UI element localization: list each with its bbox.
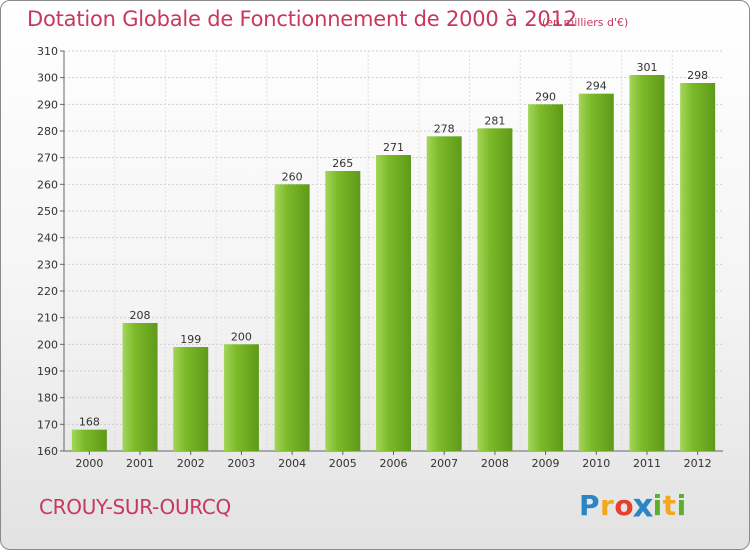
bar-value-label: 200: [231, 330, 252, 343]
logo-letter: o: [614, 489, 635, 522]
bar-2008: [477, 128, 513, 451]
bar-2007: [426, 136, 462, 452]
logo-letter: i: [676, 489, 687, 522]
y-tick-label: 250: [37, 205, 58, 218]
bar-value-label: 271: [383, 141, 404, 154]
x-tick-label: 2011: [633, 457, 661, 470]
bar-2005: [325, 171, 361, 451]
bar-value-label: 199: [180, 333, 201, 346]
bar-value-label: 265: [332, 157, 353, 170]
bar-value-label: 260: [282, 170, 303, 183]
bar-value-label: 301: [636, 61, 657, 74]
chart-title: Dotation Globale de Fonctionnement de 20…: [27, 7, 577, 31]
x-tick-label: 2009: [532, 457, 560, 470]
bar-value-label: 294: [586, 80, 607, 93]
bar-2010: [578, 93, 614, 452]
bar-2003: [223, 344, 259, 451]
x-tick-label: 2003: [227, 457, 255, 470]
bar-value-label: 208: [130, 309, 151, 322]
x-tick-label: 2008: [481, 457, 509, 470]
bar-value-label: 298: [687, 69, 708, 82]
y-tick-label: 180: [37, 392, 58, 405]
logo-letter: P: [579, 489, 601, 522]
y-tick-label: 300: [37, 72, 58, 85]
bar-value-label: 168: [79, 416, 100, 429]
x-tick-label: 2006: [380, 457, 408, 470]
bar-2009: [528, 104, 564, 451]
x-tick-label: 2005: [329, 457, 357, 470]
y-tick-label: 310: [37, 45, 58, 58]
y-tick-label: 260: [37, 178, 58, 191]
x-tick-label: 2007: [430, 457, 458, 470]
x-tick-label: 2010: [582, 457, 610, 470]
bar-2006: [376, 155, 411, 451]
logo-letter: i: [652, 489, 663, 522]
y-tick-label: 170: [37, 418, 58, 431]
bar-2000: [71, 429, 107, 451]
bars: [71, 75, 716, 452]
bar-2004: [274, 184, 310, 452]
x-tick-label: 2012: [684, 457, 712, 470]
bar-2011: [629, 75, 665, 451]
y-tick-label: 230: [37, 258, 58, 271]
city-name: CROUY-SUR-OURCQ: [39, 495, 231, 519]
bar-2002: [173, 347, 209, 451]
logo-letter: t: [662, 489, 677, 522]
y-tick-label: 290: [37, 98, 58, 111]
bar-value-label: 290: [535, 90, 556, 103]
y-tick-label: 200: [37, 338, 58, 351]
bar-2012: [680, 83, 716, 451]
bar-value-label: 281: [484, 114, 505, 127]
y-tick-label: 220: [37, 285, 58, 298]
bar-2001: [122, 323, 158, 451]
y-tick-label: 160: [37, 445, 58, 458]
x-tick-label: 2002: [177, 457, 205, 470]
proxiti-logo[interactable]: Proxiti: [579, 486, 687, 525]
y-tick-label: 280: [37, 125, 58, 138]
y-tick-label: 190: [37, 365, 58, 378]
x-tick-label: 2001: [126, 457, 154, 470]
unit-note: (en milliers d'€): [542, 16, 629, 29]
x-tick-label: 2000: [75, 457, 103, 470]
y-tick-label: 270: [37, 152, 58, 165]
labels: 168 208 199 200 260 265 271 278 281 290 294 301 298: [79, 61, 708, 429]
bar-value-label: 278: [434, 122, 455, 135]
logo-letter: x: [632, 486, 655, 525]
x-tick-label: 2004: [278, 457, 306, 470]
y-tick-label: 240: [37, 232, 58, 245]
y-tick-label: 210: [37, 312, 58, 325]
logo-letter: r: [600, 489, 615, 522]
